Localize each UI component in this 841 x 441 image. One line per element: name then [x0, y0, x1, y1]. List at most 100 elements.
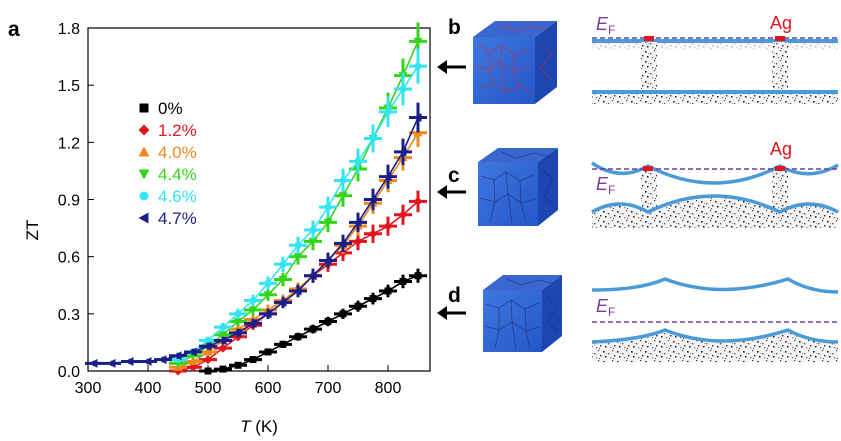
arrow-d-icon — [437, 306, 466, 320]
data-point — [294, 241, 302, 249]
data-point — [324, 203, 332, 211]
y-tick-label: 0.9 — [58, 193, 80, 210]
data-point — [203, 355, 213, 365]
x-tick-label: 300 — [75, 380, 102, 397]
x-tick-label: 400 — [135, 380, 162, 397]
legend-label: 1.2% — [158, 121, 197, 140]
grain-cube-d — [483, 275, 562, 352]
data-point — [338, 192, 348, 201]
legend-marker — [138, 169, 150, 180]
data-point — [218, 343, 228, 353]
data-point — [353, 236, 363, 246]
x-tick-label: 700 — [315, 380, 342, 397]
data-point — [204, 367, 212, 375]
data-point — [234, 310, 242, 318]
data-point — [353, 217, 362, 227]
data-point — [107, 358, 116, 368]
data-point — [218, 331, 228, 340]
arrow-c-icon — [437, 185, 466, 199]
data-point — [248, 306, 258, 315]
band-diagram-c: EF Ag — [591, 139, 839, 228]
grain-cube-c — [478, 148, 558, 226]
series-3 — [169, 22, 427, 368]
series-layer — [85, 22, 427, 376]
data-point — [219, 323, 227, 331]
ag-dot-c-1 — [643, 166, 653, 171]
data-point — [309, 226, 317, 234]
panel-label-b: b — [448, 16, 461, 39]
data-point — [279, 260, 287, 268]
data-point — [125, 356, 134, 366]
data-point — [413, 37, 423, 46]
y-axis-label: ZT — [23, 220, 42, 241]
data-point — [279, 340, 287, 348]
data-point — [278, 276, 288, 285]
data-point — [204, 337, 212, 345]
data-point — [278, 297, 287, 307]
band-diagram-d: EF — [591, 277, 839, 362]
band-diagram-b: EF Ag — [592, 13, 838, 104]
legend-label: 4.7% — [158, 209, 197, 228]
data-point — [89, 358, 98, 368]
data-point — [218, 336, 227, 346]
grain-cube-b — [473, 21, 557, 104]
ag-dot-b-2 — [775, 36, 785, 41]
panel-label-c: c — [448, 164, 460, 187]
data-point — [264, 279, 272, 287]
legend-label: 4.4% — [158, 165, 197, 184]
data-point — [248, 318, 257, 328]
data-point — [249, 356, 257, 364]
data-point — [369, 135, 377, 143]
ag-dot-c-2 — [775, 166, 785, 171]
data-point — [143, 356, 152, 366]
legend-marker — [139, 103, 149, 113]
x-tick-label: 500 — [195, 380, 222, 397]
panel-label-d: d — [448, 284, 461, 307]
data-point — [249, 296, 257, 304]
data-point — [384, 287, 392, 295]
data-point — [324, 317, 332, 325]
data-point — [384, 108, 392, 116]
legend-label: 4.6% — [158, 187, 197, 206]
x-tick-label: 800 — [375, 380, 402, 397]
data-point — [323, 218, 333, 227]
data-point — [338, 238, 347, 248]
data-point — [399, 85, 407, 93]
data-point — [369, 295, 377, 303]
legend-marker — [138, 212, 149, 224]
x-axis-ticks: 300 400 500 600 700 800 — [75, 365, 402, 397]
data-point — [413, 196, 423, 206]
data-point — [293, 253, 303, 262]
legend: 0% 1.2% 4.0% 4.4% 4.6% 4.7% — [138, 99, 197, 228]
data-point — [203, 341, 212, 351]
ag-label-c: Ag — [770, 139, 792, 159]
arrow-b-icon — [437, 60, 466, 74]
data-point — [158, 355, 167, 365]
data-point — [339, 310, 347, 318]
series-4 — [169, 48, 427, 364]
data-point — [339, 176, 347, 184]
data-point — [323, 255, 332, 265]
fermi-label-c: EF — [596, 174, 615, 197]
zt-chart: 300 400 500 600 700 800 0.0 0.3 0.6 0.9 1.2 1.5 1.8… — [23, 21, 431, 436]
data-point — [383, 221, 393, 231]
fermi-label-b: EF — [596, 14, 615, 37]
data-point — [399, 277, 407, 285]
y-axis-ticks: 0.0 0.3 0.6 0.9 1.2 1.5 1.8 — [58, 21, 94, 381]
series-line — [177, 65, 419, 361]
data-point — [293, 286, 302, 296]
data-point — [188, 356, 198, 365]
series-0 — [199, 268, 427, 375]
data-point — [398, 147, 407, 157]
legend-marker — [138, 124, 150, 136]
fermi-label-d: EF — [596, 296, 615, 319]
data-point — [398, 210, 408, 220]
y-tick-label: 0.6 — [58, 250, 80, 267]
data-point — [308, 271, 317, 281]
data-point — [173, 351, 182, 361]
legend-label: 4.0% — [158, 143, 197, 162]
data-point — [234, 361, 242, 369]
x-axis-label: T (K) — [240, 417, 278, 436]
y-tick-label: 1.8 — [58, 21, 80, 38]
